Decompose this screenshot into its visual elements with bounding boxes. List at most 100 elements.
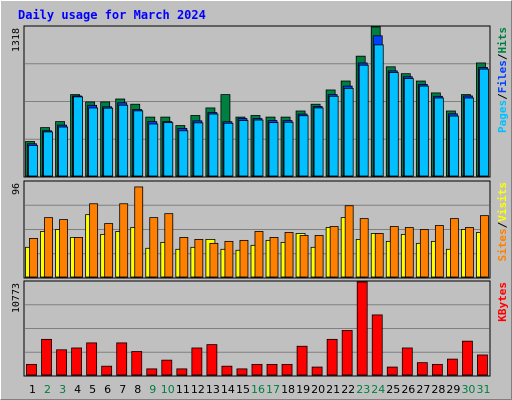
pages-bar-18 bbox=[283, 121, 294, 177]
kbytes-bar-27 bbox=[416, 362, 428, 376]
kbytes-bar-6 bbox=[101, 365, 113, 376]
hits-files-pages-legend-item-1: / bbox=[496, 93, 509, 100]
pages-bar-27 bbox=[418, 85, 429, 177]
sites-bar-28 bbox=[434, 225, 444, 278]
kbytes-bar-19 bbox=[296, 345, 308, 376]
sites-bar-1 bbox=[29, 238, 38, 278]
kbytes-bar-7 bbox=[116, 342, 128, 376]
kbytes-bar-14 bbox=[221, 365, 233, 376]
pages-bar-3 bbox=[58, 126, 68, 177]
sites-bar-15 bbox=[239, 239, 249, 278]
day-label-25: 25 bbox=[386, 383, 400, 396]
pages-bar-2 bbox=[43, 131, 53, 177]
sites-bar-25 bbox=[389, 226, 399, 278]
pages-bar-17 bbox=[268, 122, 279, 177]
kbytes-bar-17 bbox=[266, 363, 278, 376]
pages-bar-5 bbox=[88, 107, 99, 177]
chart-title: Daily usage for March 2024 bbox=[18, 8, 206, 22]
pages-bar-13 bbox=[208, 113, 219, 177]
pages-bar-7 bbox=[118, 104, 129, 177]
pages-bar-19 bbox=[298, 115, 309, 177]
day-label-22: 22 bbox=[341, 383, 355, 396]
sites-bar-6 bbox=[104, 223, 114, 278]
hits-files-pages-ymax-label: 1318 bbox=[11, 28, 22, 52]
day-label-8: 8 bbox=[134, 383, 141, 396]
sites-bar-21 bbox=[329, 226, 339, 278]
kbytes-bar-21 bbox=[326, 338, 338, 376]
pages-bar-6 bbox=[103, 107, 114, 177]
hits-files-pages-legend-item-0: Pages bbox=[496, 100, 509, 133]
kbytes-bar-24 bbox=[371, 314, 383, 376]
pages-bar-4 bbox=[73, 96, 83, 177]
visits-sites-legend-item-1: / bbox=[496, 221, 509, 228]
day-label-2: 2 bbox=[44, 383, 51, 396]
pages-bar-31 bbox=[479, 68, 489, 177]
sites-bar-18 bbox=[284, 232, 294, 278]
sites-bar-19 bbox=[299, 235, 309, 278]
day-label-19: 19 bbox=[296, 383, 310, 396]
day-label-13: 13 bbox=[206, 383, 220, 396]
pages-bar-10 bbox=[163, 122, 174, 177]
sites-bar-23 bbox=[359, 218, 369, 278]
kbytes-bar-16 bbox=[251, 363, 263, 376]
sites-bar-17 bbox=[269, 237, 279, 278]
pages-bar-1 bbox=[28, 145, 38, 177]
sites-bar-29 bbox=[450, 218, 459, 278]
pages-bar-24 bbox=[373, 44, 384, 177]
kbytes-bar-11 bbox=[176, 368, 188, 376]
kbytes-bar-26 bbox=[401, 347, 413, 376]
kbytes-bar-9 bbox=[146, 368, 158, 376]
pages-bar-8 bbox=[133, 110, 144, 177]
kbytes-bar-20 bbox=[311, 366, 323, 376]
visits-sites-ymax-label: 96 bbox=[11, 183, 22, 195]
sites-bar-10 bbox=[164, 213, 174, 278]
pages-bar-15 bbox=[238, 120, 249, 177]
sites-bar-13 bbox=[209, 242, 219, 278]
kbytes-bar-25 bbox=[386, 366, 398, 376]
day-label-24: 24 bbox=[371, 383, 385, 396]
day-label-6: 6 bbox=[104, 383, 111, 396]
pages-bar-25 bbox=[388, 72, 399, 177]
sites-bar-3 bbox=[59, 219, 68, 278]
sites-bar-14 bbox=[224, 240, 234, 278]
pages-bar-20 bbox=[313, 107, 324, 177]
kbytes-bar-8 bbox=[131, 351, 143, 376]
day-label-29: 29 bbox=[446, 383, 460, 396]
sites-bar-30 bbox=[465, 227, 474, 278]
pages-bar-22 bbox=[343, 87, 354, 177]
hits-files-pages-legend-item-3: / bbox=[496, 53, 509, 60]
day-label-20: 20 bbox=[311, 383, 325, 396]
sites-bar-31 bbox=[480, 215, 489, 278]
kbytes-bar-15 bbox=[236, 368, 248, 376]
kbytes-bar-22 bbox=[341, 330, 353, 376]
pages-bar-28 bbox=[433, 97, 444, 177]
hits-files-pages-legend: Pages/Files/Hits bbox=[496, 27, 509, 133]
sites-bar-26 bbox=[404, 227, 414, 278]
visits-sites-legend-item-0: Sites bbox=[496, 228, 509, 261]
pages-bar-26 bbox=[403, 78, 414, 177]
kbytes-bar-18 bbox=[281, 363, 293, 376]
kbytes-bar-13 bbox=[206, 344, 218, 376]
kbytes-bar-5 bbox=[86, 342, 98, 376]
day-label-12: 12 bbox=[191, 383, 205, 396]
pages-bar-30 bbox=[464, 97, 474, 177]
day-label-4: 4 bbox=[74, 383, 81, 396]
sites-bar-16 bbox=[254, 231, 264, 278]
day-label-5: 5 bbox=[89, 383, 96, 396]
sites-bar-2 bbox=[44, 217, 53, 278]
visits-sites-legend: Sites/Visits bbox=[496, 182, 509, 262]
kbytes-bar-12 bbox=[191, 347, 203, 376]
day-label-10: 10 bbox=[161, 383, 175, 396]
pages-bar-29 bbox=[449, 115, 459, 177]
hits-files-pages-legend-item-2: Files bbox=[496, 60, 509, 93]
sites-bar-12 bbox=[194, 238, 204, 278]
day-label-7: 7 bbox=[119, 383, 126, 396]
day-label-23: 23 bbox=[356, 383, 370, 396]
pages-bar-12 bbox=[193, 122, 204, 177]
sites-bar-11 bbox=[179, 237, 189, 278]
pages-bar-23 bbox=[358, 64, 369, 177]
day-label-1: 1 bbox=[29, 383, 36, 396]
kbytes-bar-28 bbox=[431, 363, 443, 376]
sites-bar-8 bbox=[134, 186, 144, 278]
